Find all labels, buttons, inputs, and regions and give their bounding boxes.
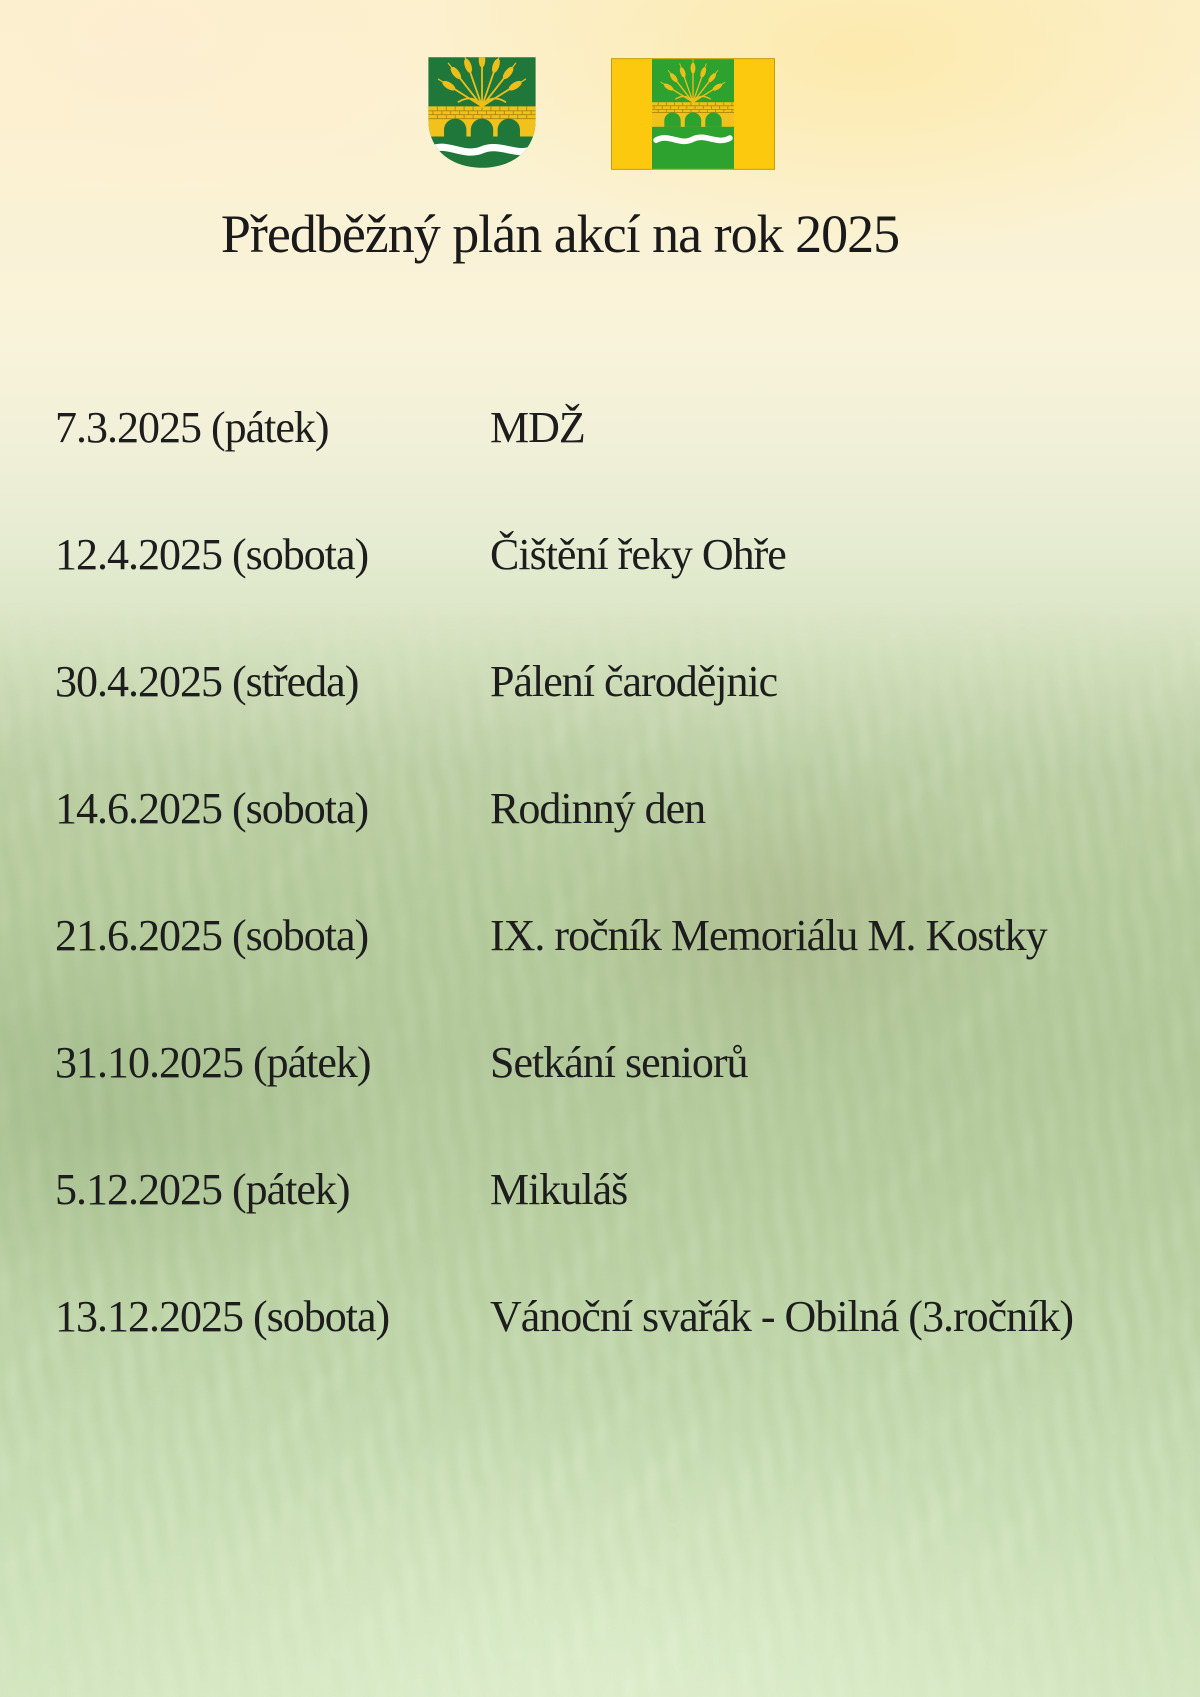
event-date: 30.4.2025 (středa) <box>55 657 359 707</box>
event-title: Rodinný den <box>490 784 706 834</box>
event-date: 7.3.2025 (pátek) <box>55 403 330 453</box>
municipal-coat-of-arms-icon <box>427 57 536 168</box>
event-row: 30.4.2025 (středa) Pálení čarodějnic <box>55 619 1180 746</box>
header-emblems <box>0 55 1200 170</box>
event-title: Pálení čarodějnic <box>490 657 778 707</box>
event-date: 21.6.2025 (sobota) <box>55 911 369 961</box>
event-row: 13.12.2025 (sobota) Vánoční svařák - Obi… <box>55 1254 1180 1381</box>
event-row: 14.6.2025 (sobota) Rodinný den <box>55 746 1180 873</box>
event-row: 31.10.2025 (pátek) Setkání seniorů <box>55 1000 1180 1127</box>
event-date: 13.12.2025 (sobota) <box>55 1292 390 1342</box>
page-title: Předběžný plán akcí na rok 2025 <box>220 204 900 264</box>
event-title: Mikuláš <box>490 1165 628 1215</box>
events-list: 7.3.2025 (pátek) MDŽ 12.4.2025 (sobota) … <box>55 365 1180 1381</box>
event-date: 31.10.2025 (pátek) <box>55 1038 372 1088</box>
event-date: 5.12.2025 (pátek) <box>55 1165 351 1215</box>
event-title: IX. ročník Memoriálu M. Kostky <box>490 911 1048 961</box>
municipal-flag-icon <box>610 58 775 170</box>
grass-photo-texture <box>0 600 1200 1697</box>
event-title: MDŽ <box>490 403 586 453</box>
event-row: 21.6.2025 (sobota) IX. ročník Memoriálu … <box>55 873 1180 1000</box>
event-title: Čištění řeky Ohře <box>490 530 787 580</box>
event-row: 12.4.2025 (sobota) Čištění řeky Ohře <box>55 492 1180 619</box>
event-row: 7.3.2025 (pátek) MDŽ <box>55 365 1180 492</box>
event-title: Setkání seniorů <box>490 1038 749 1088</box>
event-row: 5.12.2025 (pátek) Mikuláš <box>55 1127 1180 1254</box>
event-date: 14.6.2025 (sobota) <box>55 784 369 834</box>
event-date: 12.4.2025 (sobota) <box>55 530 369 580</box>
event-title: Vánoční svařák - Obilná (3.ročník) <box>490 1292 1074 1342</box>
